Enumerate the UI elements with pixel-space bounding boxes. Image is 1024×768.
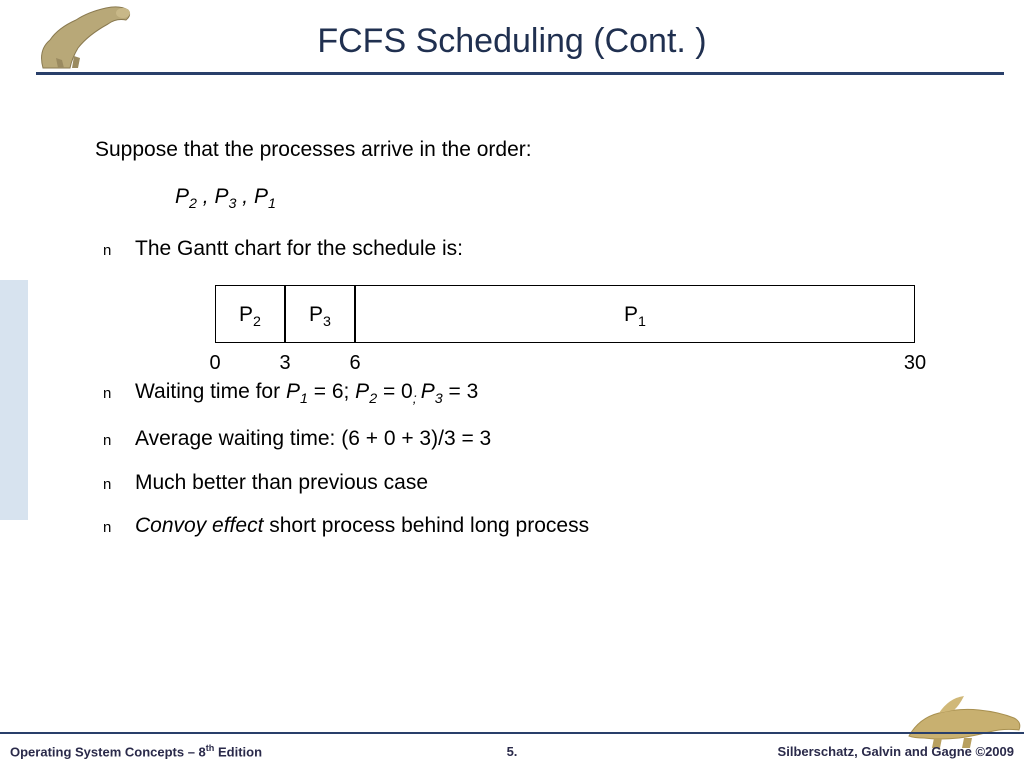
gantt-segment-label: P3 bbox=[286, 300, 354, 333]
sidebar-accent bbox=[0, 280, 28, 520]
content-area: Suppose that the processes arrive in the… bbox=[95, 135, 964, 554]
gantt-segment: P2 bbox=[215, 285, 285, 343]
bullet-mark: n bbox=[103, 474, 135, 495]
gantt-ticks: 03630 bbox=[215, 349, 915, 375]
gantt-tick: 6 bbox=[349, 349, 360, 377]
process-order: P2 , P3 , P1 bbox=[175, 182, 964, 215]
bullet-mark: n bbox=[103, 517, 135, 538]
bullet-3-text: Average waiting time: (6 + 0 + 3)/3 = 3 bbox=[135, 424, 964, 453]
gantt-segment: P1 bbox=[355, 285, 915, 343]
gantt-tick: 3 bbox=[279, 349, 290, 377]
gantt-tick: 0 bbox=[209, 349, 220, 377]
bullet-mark: n bbox=[103, 430, 135, 451]
bullet-4-text: Much better than previous case bbox=[135, 468, 964, 497]
bullet-2: n Waiting time for P1 = 6; P2 = 0; P3 = … bbox=[103, 377, 964, 410]
bullet-4: n Much better than previous case bbox=[103, 468, 964, 497]
bullet-1-text: The Gantt chart for the schedule is: bbox=[135, 234, 964, 263]
bullet-1: n The Gantt chart for the schedule is: bbox=[103, 234, 964, 263]
title-underline bbox=[36, 72, 1004, 75]
slide-title: FCFS Scheduling (Cont. ) bbox=[0, 22, 1024, 61]
bullet-mark: n bbox=[103, 383, 135, 404]
gantt-segment: P3 bbox=[285, 285, 355, 343]
gantt-chart: P2P3P1 bbox=[215, 285, 915, 343]
gantt-tick: 30 bbox=[904, 349, 926, 377]
footer-left: Operating System Concepts – 8th Edition bbox=[10, 743, 262, 759]
bullet-2-text: Waiting time for P1 = 6; P2 = 0; P3 = 3 bbox=[135, 377, 964, 410]
bullet-mark: n bbox=[103, 240, 135, 261]
intro-text: Suppose that the processes arrive in the… bbox=[95, 135, 964, 164]
footer-right: Silberschatz, Galvin and Gagne ©2009 bbox=[778, 744, 1014, 759]
gantt-segment-label: P2 bbox=[216, 300, 284, 333]
footer-page-number: 5. bbox=[507, 744, 518, 759]
footer: Operating System Concepts – 8th Edition … bbox=[0, 732, 1024, 768]
bullet-5: n Convoy effect short process behind lon… bbox=[103, 511, 964, 540]
gantt-segment-label: P1 bbox=[356, 300, 914, 333]
bullet-5-text: Convoy effect short process behind long … bbox=[135, 511, 964, 540]
bullet-3: n Average waiting time: (6 + 0 + 3)/3 = … bbox=[103, 424, 964, 453]
